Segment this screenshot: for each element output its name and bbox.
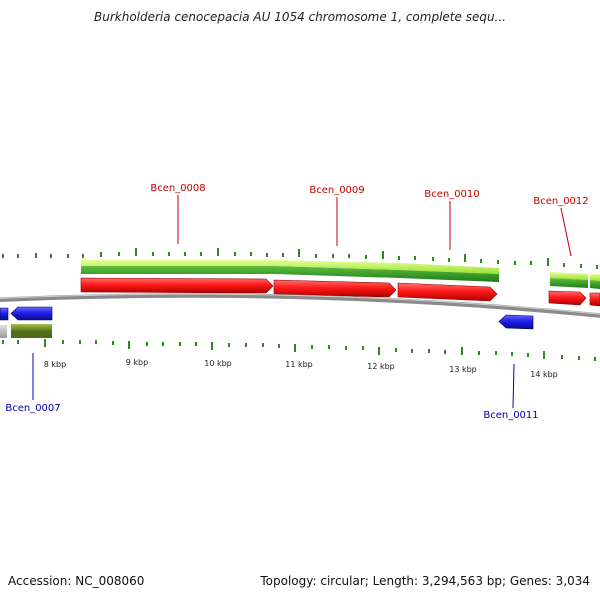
axis-labels: 8 kbp 9 kbp 10 kbp 11 kbp 12 kbp 13 kbp … — [44, 358, 558, 379]
axis-label-14kbp: 14 kbp — [530, 370, 558, 379]
label-leaders — [32, 195, 572, 409]
gene-arrow-bcen-0007[interactable] — [10, 306, 53, 321]
gene-label-bcen-0011[interactable]: Bcen_0011 — [483, 410, 538, 421]
gene-label-bcen-0008[interactable]: Bcen_0008 — [150, 183, 205, 194]
genome-summary: Topology: circular; Length: 3,294,563 bp… — [260, 574, 590, 588]
axis-label-10kbp: 10 kbp — [204, 359, 232, 368]
axis-label-12kbp: 12 kbp — [367, 362, 395, 371]
gene-arrow-bcen-0008[interactable] — [80, 277, 274, 294]
gene-arrow-left-partial[interactable] — [0, 307, 9, 321]
axis-label-13kbp: 13 kbp — [449, 365, 477, 374]
genome-backbone — [0, 293, 600, 318]
axis-label-11kbp: 11 kbp — [285, 360, 313, 369]
upper-tick-row — [2, 248, 598, 269]
gene-arrow-bcen-0010[interactable] — [397, 282, 498, 302]
gene-labels: Bcen_0008 Bcen_0009 Bcen_0010 Bcen_0012 … — [5, 183, 588, 421]
cds-track-forward — [81, 260, 600, 289]
gene-arrow-bcen-0011[interactable] — [498, 314, 534, 330]
accession-label: Accession: NC_008060 — [8, 574, 145, 588]
gene-arrow-bcen-0012[interactable] — [548, 290, 587, 306]
cds-track-reverse — [0, 324, 52, 338]
forward-gene-track — [80, 277, 600, 307]
axis-label-9kbp: 9 kbp — [126, 358, 148, 367]
lower-tick-row — [2, 339, 596, 361]
reverse-gene-track — [0, 306, 534, 330]
gene-label-bcen-0007[interactable]: Bcen_0007 — [5, 403, 60, 414]
map-title: Burkholderia cenocepacia AU 1054 chromos… — [94, 10, 506, 24]
gene-label-bcen-0010[interactable]: Bcen_0010 — [424, 189, 479, 200]
gene-label-bcen-0009[interactable]: Bcen_0009 — [309, 185, 364, 196]
gene-arrow-bcen-0009[interactable] — [273, 279, 397, 298]
gene-arrow-partial[interactable] — [589, 292, 600, 307]
axis-label-8kbp: 8 kbp — [44, 360, 66, 369]
gene-label-bcen-0012[interactable]: Bcen_0012 — [533, 196, 588, 207]
